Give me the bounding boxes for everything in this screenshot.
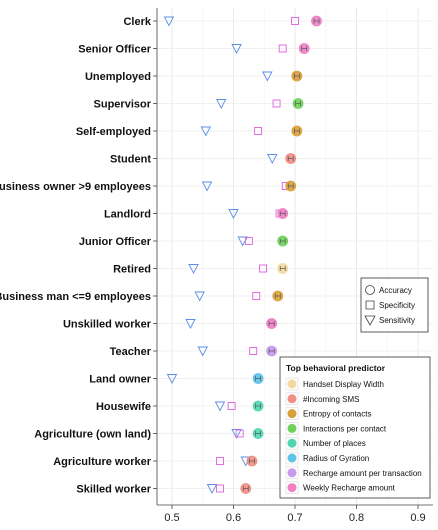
predictor-legend-label-6: Recharge amount per transaction [303, 469, 422, 478]
marker-legend-box [360, 277, 429, 333]
sensitivity-point-13 [166, 374, 178, 384]
category-label-7: Landlord [104, 209, 151, 221]
x-tick-label-1: 0.6 [226, 512, 241, 524]
category-label-2: Unemployed [85, 71, 151, 83]
specificity-point-3 [272, 99, 281, 108]
sensitivity-point-3 [215, 99, 227, 109]
specificity-point-0 [291, 17, 299, 25]
predictor-legend-label-4: Number of places [303, 439, 366, 448]
category-label-15: Agriculture (own land) [34, 429, 151, 441]
category-label-17: Skilled worker [76, 484, 151, 496]
specificity-point-8 [244, 237, 253, 245]
predictor-legend-label-1: #Incoming SMS [303, 395, 359, 404]
predictor-legend-label-5: Radius of Gyration [303, 454, 369, 463]
x-tick-label-3: 0.8 [349, 512, 364, 524]
sensitivity-point-12 [197, 346, 208, 357]
category-label-9: Retired [113, 264, 151, 276]
category-label-3: Supervisor [94, 99, 152, 111]
predictor-legend-swatch-0 [287, 379, 297, 389]
specificity-point-17 [216, 484, 224, 493]
x-tick-labels: 0.5 0.6 0.7 0.8 0.9 [164, 505, 426, 524]
predictor-legend-swatch-1 [287, 394, 297, 404]
predictor-legend-box [279, 356, 431, 499]
category-label-4: Self-employed [76, 126, 151, 138]
category-labels: Clerk Senior Officer Unemployed Supervisor S… [0, 16, 157, 496]
sensitivity-point-6 [201, 181, 213, 192]
predictor-legend-label-0: Handset Display Width [303, 380, 384, 389]
category-label-10: Business man <=9 employees [0, 291, 151, 303]
sensitivity-point-2 [262, 71, 273, 82]
category-label-1: Senior Officer [78, 44, 151, 56]
predictor-legend-label-7: Weekly Recharge amount [303, 484, 396, 493]
specificity-point-9 [259, 264, 267, 273]
category-label-8: Junior Officer [79, 236, 152, 248]
predictor-legend-swatch-3 [287, 423, 297, 433]
predictor-legend-label-2: Entropy of contacts [303, 410, 371, 419]
predictor-legend-swatch-4 [287, 438, 297, 448]
category-label-11: Unskilled worker [63, 319, 152, 331]
predictor-legend-label-3: Interactions per contact [303, 424, 387, 433]
specificity-point-12 [249, 347, 258, 355]
predictor-legend-swatch-6 [287, 468, 297, 478]
sensitivity-point-9 [188, 264, 199, 274]
marker-legend-triangle-icon [364, 315, 376, 326]
sensitivity-point-7 [228, 209, 239, 219]
category-label-6: Business owner >9 employees [0, 181, 151, 193]
x-tick-label-4: 0.9 [410, 512, 425, 524]
x-tick-label-0: 0.5 [164, 512, 179, 524]
predictor-legend-title: Top behavioral predictor [286, 363, 386, 373]
marker-legend: Accuracy Specificity Sensitivity [360, 277, 429, 333]
marker-legend-circle-icon [365, 285, 375, 295]
predictor-legend: Top behavioral predictor Handset Display… [279, 356, 431, 499]
specificity-point-14 [227, 402, 236, 410]
marker-legend-label-0: Accuracy [379, 286, 412, 295]
specificity-point-15 [235, 429, 244, 438]
marker-legend-label-2: Sensitivity [379, 316, 415, 325]
sensitivity-point-11 [185, 319, 196, 329]
specificity-point-16 [216, 457, 224, 465]
sensitivity-point-15 [231, 429, 242, 439]
category-label-0: Clerk [123, 16, 151, 28]
sensitivity-point-14 [214, 401, 226, 412]
category-label-12: Teacher [110, 346, 152, 358]
data-marks [163, 15, 322, 494]
marker-legend-label-1: Specificity [379, 301, 415, 310]
predictor-legend-swatch-2 [287, 409, 297, 419]
predictor-legend-swatch-7 [287, 483, 297, 493]
sensitivity-point-1 [231, 44, 242, 54]
category-label-14: Housewife [96, 401, 151, 413]
specificity-point-4 [254, 127, 263, 135]
category-label-16: Agriculture worker [53, 456, 152, 468]
sensitivity-point-17 [206, 484, 218, 494]
sensitivity-point-5 [266, 154, 278, 164]
x-tick-label-2: 0.7 [287, 512, 302, 524]
predictor-legend-swatch-5 [287, 453, 297, 463]
sensitivity-point-4 [200, 126, 212, 137]
sensitivity-point-0 [163, 16, 175, 27]
specificity-point-10 [252, 292, 261, 300]
specificity-point-1 [278, 44, 287, 53]
sensitivity-point-10 [194, 291, 205, 302]
marker-legend-square-icon [365, 300, 375, 310]
category-label-5: Student [110, 154, 151, 166]
category-label-13: Land owner [89, 374, 151, 386]
